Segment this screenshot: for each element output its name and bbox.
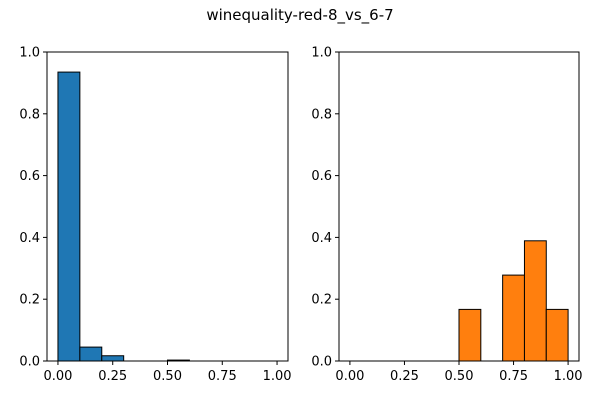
left-y-tick-label: 0.8: [19, 107, 40, 122]
left-y-tick-label: 0.6: [19, 169, 40, 184]
right-histogram-bar-9: [545, 308, 569, 362]
left-x-tick-label: 1.00: [263, 369, 292, 384]
left-histogram-bar-2: [101, 355, 125, 362]
right-x-tick-label: 0.00: [335, 369, 364, 384]
right-x-tick-label: 1.00: [554, 369, 583, 384]
left-y-tick-label: 1.0: [19, 46, 40, 61]
right-y-tick-label: 0.2: [311, 293, 332, 308]
left-y-tick-label: 0.0: [19, 355, 40, 370]
left-x-tick-label: 0.50: [153, 369, 182, 384]
right-y-tick-label: 0.4: [311, 231, 332, 246]
left-x-tick-label: 0.75: [208, 369, 237, 384]
left-y-tick-label: 0.2: [19, 293, 40, 308]
right-y-tick-label: 1.0: [311, 46, 332, 61]
left-x-tick-label: 0.25: [98, 369, 127, 384]
right-y-tick-label: 0.0: [311, 355, 332, 370]
right-histogram-panel: 0.00 0.25 0.50 0.75 1.00 0.0 0.2 0.4 0.6 0.8 1.0: [311, 46, 582, 385]
left-histogram-bar-1: [79, 346, 103, 362]
right-x-tick-label: 0.50: [445, 369, 474, 384]
right-x-tick-label: 0.25: [390, 369, 419, 384]
right-histogram-bar-8: [523, 240, 547, 362]
figure-title: winequality-red-8_vs_6-7: [206, 6, 393, 25]
right-histogram-bar-5: [458, 308, 482, 362]
left-histogram-panel: 0.00 0.25 0.50 0.75 1.00 0.0 0.2 0.4 0.6 0.8 1.0: [19, 46, 291, 385]
left-histogram-bar-0: [57, 71, 81, 362]
left-x-tick-label: 0.00: [43, 369, 72, 384]
left-y-tick-label: 0.4: [19, 231, 40, 246]
right-y-tick-label: 0.6: [311, 169, 332, 184]
right-x-tick-label: 0.75: [499, 369, 528, 384]
right-y-tick-label: 0.8: [311, 107, 332, 122]
right-histogram-bar-7: [502, 274, 525, 362]
